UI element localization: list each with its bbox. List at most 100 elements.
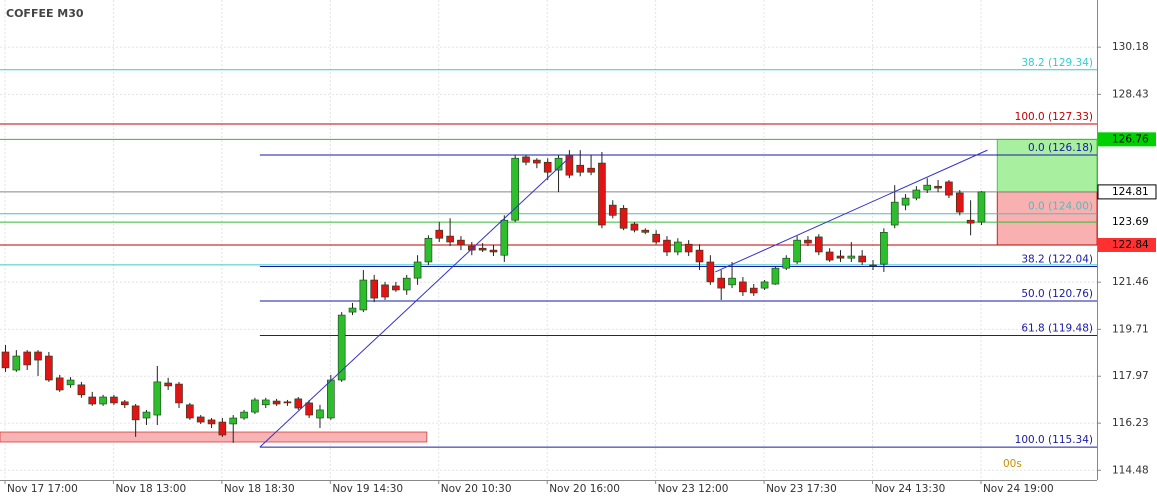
candle-body: [739, 281, 747, 293]
candle-body: [771, 267, 780, 285]
candle-body: [706, 261, 715, 283]
level-label: 0.0 (124.00): [1028, 201, 1093, 213]
candle-body: [131, 405, 140, 421]
candle-body: [327, 379, 335, 419]
x-tick-label: Nov 18 13:00: [115, 483, 186, 495]
candle-body: [825, 251, 834, 261]
candle-body: [598, 162, 606, 226]
grid: [0, 0, 1097, 480]
y-tick-label: 128.43: [1112, 88, 1149, 100]
x-tick-label: Nov 20 16:00: [549, 483, 620, 495]
trend-line: [715, 149, 988, 273]
candle-body: [370, 279, 378, 299]
candle-body: [88, 396, 97, 405]
candle-body: [413, 261, 422, 279]
levels: 38.2 (129.34) 100.0 (127.33) 0.0 (126.18) 0…: [0, 57, 1097, 448]
candle-body: [359, 279, 368, 311]
candle-body: [749, 287, 758, 294]
y-tick-label: 130.18: [1112, 41, 1149, 53]
candle-body: [294, 398, 303, 409]
candle-body: [576, 164, 585, 173]
candle-body: [175, 383, 183, 404]
candle-body: [99, 396, 107, 405]
level-label: 100.0 (127.33): [1015, 111, 1093, 123]
candle-body: [966, 219, 975, 224]
candle-body: [663, 239, 671, 253]
candle-body: [424, 237, 433, 263]
trend-line: [259, 154, 573, 448]
candle-body: [608, 204, 617, 216]
x-tick-label: Nov 23 12:00: [658, 483, 729, 495]
candle-body: [587, 167, 595, 173]
candle-body: [316, 409, 324, 419]
x-tick-label: Nov 19 14:30: [332, 483, 403, 495]
candle-body: [760, 281, 769, 289]
countdown: 00s: [1003, 458, 1022, 470]
candle-body: [402, 277, 411, 291]
x-tick-label: Nov 23 17:30: [766, 483, 837, 495]
zone: [0, 431, 428, 443]
level-label: 61.8 (119.48): [1021, 323, 1093, 335]
candle-body: [782, 257, 791, 269]
candle-body: [348, 307, 357, 313]
x-tick-label: Nov 17 17:00: [7, 483, 78, 495]
candle-body: [186, 404, 194, 419]
trend-lines: [259, 149, 988, 448]
price-tag-label: 126.76: [1112, 133, 1149, 145]
price-tag-box: [1098, 215, 1156, 230]
candle-body: [381, 284, 389, 298]
candle-body: [511, 157, 519, 221]
candle-body: [218, 421, 227, 436]
candle-body: [619, 208, 628, 229]
candle-body: [836, 255, 845, 259]
chart-title: COFFEE M30: [6, 7, 84, 20]
level-label: 38.2 (122.04): [1021, 254, 1093, 266]
candle-body: [847, 255, 856, 259]
level-label: 100.0 (115.34): [1015, 434, 1093, 446]
candle-body: [164, 382, 172, 387]
candle-body: [196, 416, 205, 423]
candle-body: [489, 249, 498, 253]
candle-body: [435, 229, 444, 239]
y-tick-label: 119.71: [1112, 323, 1149, 335]
candle-body: [467, 245, 476, 251]
candle-body: [283, 401, 292, 404]
candle-body: [77, 384, 86, 396]
candle-body: [153, 381, 162, 416]
candle-body: [858, 255, 866, 263]
candle-body: [240, 411, 248, 419]
candle-body: [674, 241, 682, 253]
candle-body: [890, 201, 899, 226]
zone: [996, 138, 1098, 193]
candle-body: [804, 239, 812, 244]
candle-body: [695, 249, 704, 263]
level-label: 0.0 (126.18): [1028, 142, 1093, 154]
candle-body: [110, 396, 118, 404]
price-tag-box: [1097, 184, 1157, 200]
candle-body: [630, 223, 639, 231]
y-tick-label: 116.23: [1112, 417, 1149, 429]
candle-body: [565, 154, 574, 176]
candle-body: [229, 417, 238, 425]
candle-body: [934, 185, 942, 189]
candle-body: [641, 229, 650, 233]
price-tag-label: 123.69: [1112, 216, 1149, 228]
candle-body: [814, 236, 823, 253]
candle-body: [23, 351, 31, 366]
level-label: 50.0 (120.76): [1021, 288, 1093, 300]
candle-body: [272, 400, 281, 405]
axes: 130.18 128.43 121.46 119.71 117.97 116.23 114.…: [4, 41, 1157, 495]
candle-body: [945, 181, 953, 196]
candle-body: [500, 219, 509, 256]
candle-body: [45, 355, 53, 381]
y-tick-label: 114.48: [1112, 464, 1149, 476]
candle-body: [1, 351, 10, 369]
price-tag-label: 122.84: [1112, 239, 1149, 251]
y-tick-label: 117.97: [1112, 370, 1149, 382]
x-tick-label: Nov 24 13:30: [875, 483, 946, 495]
level-label: 38.2 (129.34): [1021, 57, 1093, 69]
candle-body: [652, 233, 660, 243]
candle-body: [869, 264, 877, 267]
